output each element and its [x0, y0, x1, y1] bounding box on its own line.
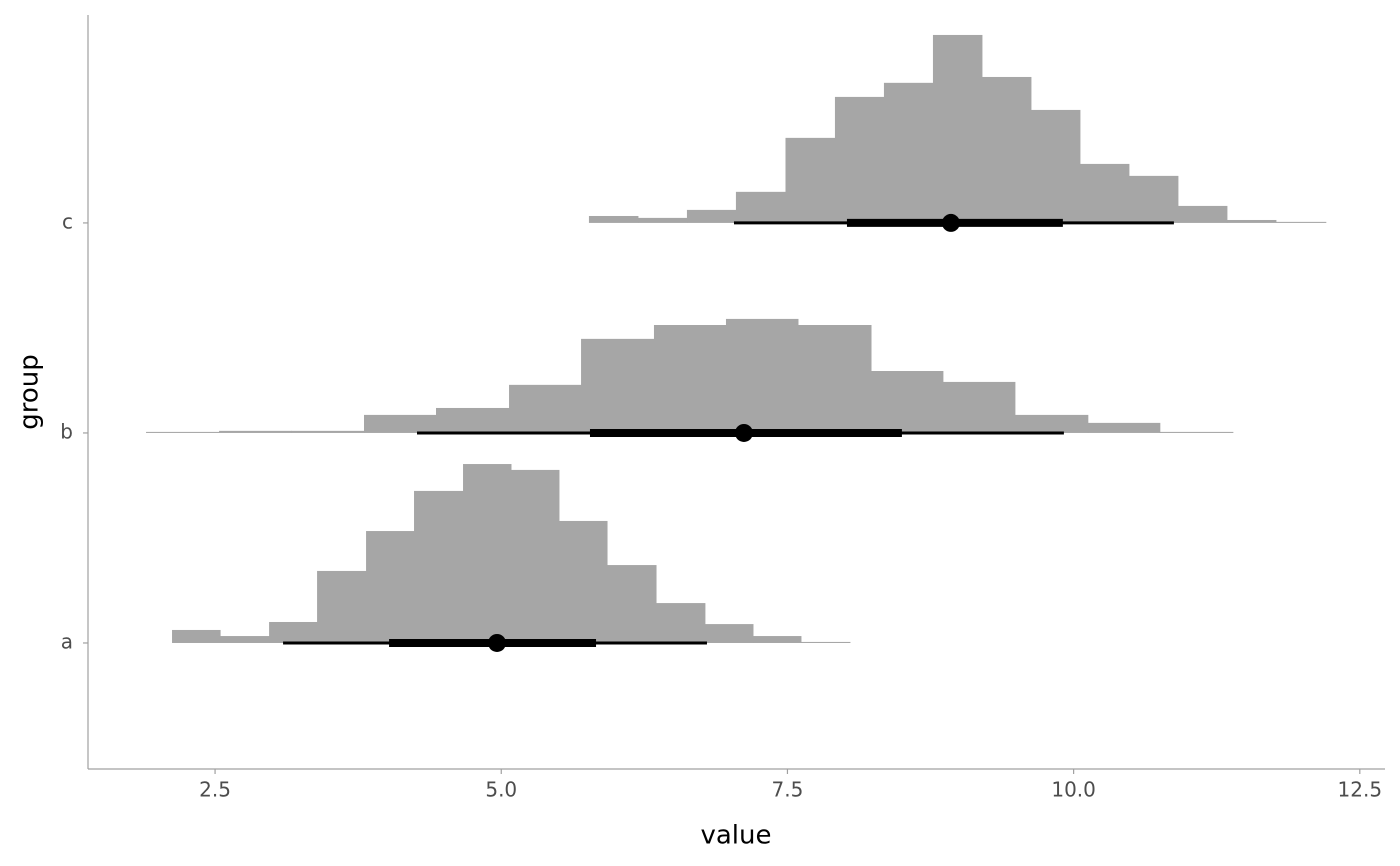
histogram-bar: [942, 381, 1016, 433]
histogram-bar: [581, 338, 655, 433]
histogram-bar: [509, 384, 582, 433]
histogram-bar: [834, 96, 885, 223]
histogram-bar: [463, 464, 512, 643]
histogram-bar: [366, 531, 415, 643]
y-tick-label: c: [62, 209, 73, 233]
histogram-bar: [1226, 219, 1277, 223]
x-tick-label: 12.5: [1338, 778, 1383, 802]
histogram-bar: [1275, 221, 1327, 223]
histogram-bar: [1079, 163, 1130, 223]
x-tick-label: 10.0: [1051, 778, 1096, 802]
histogram-bar: [871, 370, 944, 433]
y-axis-title: group: [15, 354, 45, 430]
histogram-bar: [656, 603, 706, 643]
histogram-bar: [1014, 414, 1089, 433]
median-point: [734, 423, 753, 442]
x-tick-label: 2.5: [199, 778, 231, 802]
histogram-bar: [785, 137, 836, 223]
histogram-bar: [363, 414, 437, 433]
histogram-bar: [735, 191, 786, 223]
histogram-bar: [291, 430, 365, 433]
histogram-bar: [686, 209, 737, 223]
median-point: [941, 213, 960, 232]
histogram-bar: [588, 215, 639, 223]
x-axis-title: value: [700, 821, 771, 851]
histogram-bar: [317, 570, 367, 643]
histogram-bar: [797, 325, 872, 433]
histogram-bar: [932, 34, 983, 223]
histogram-bar: [704, 624, 754, 643]
histogram-bar: [146, 431, 220, 433]
histogram-bar: [172, 629, 221, 643]
histogram-bar: [653, 325, 727, 433]
histogram-bar: [558, 520, 608, 643]
histogram-bar: [981, 76, 1032, 223]
x-tick-label: 7.5: [772, 778, 804, 802]
histogram-bar: [1159, 431, 1234, 433]
histogram-bar: [800, 641, 851, 643]
histogram-bar: [607, 565, 657, 643]
histogram-bar: [510, 469, 560, 643]
histogram-bar: [220, 636, 270, 643]
histogram-bar: [1128, 175, 1179, 223]
histogram-bar: [637, 217, 688, 223]
x-tick-label: 5.0: [485, 778, 517, 802]
histogram-bar: [752, 636, 802, 643]
median-point: [488, 633, 507, 652]
histogram-bar: [414, 490, 464, 643]
y-tick-label: a: [61, 629, 73, 653]
histogram-bar: [1087, 422, 1161, 433]
y-tick-label: b: [60, 419, 73, 443]
histogram-bar: [1030, 109, 1081, 223]
histogram-bar: [883, 82, 934, 223]
histogram-bar: [219, 430, 292, 433]
histogram-bar: [1177, 205, 1228, 223]
histogram-bar: [269, 621, 318, 643]
histogram-bar: [725, 318, 799, 433]
histogram-bar: [436, 407, 510, 433]
